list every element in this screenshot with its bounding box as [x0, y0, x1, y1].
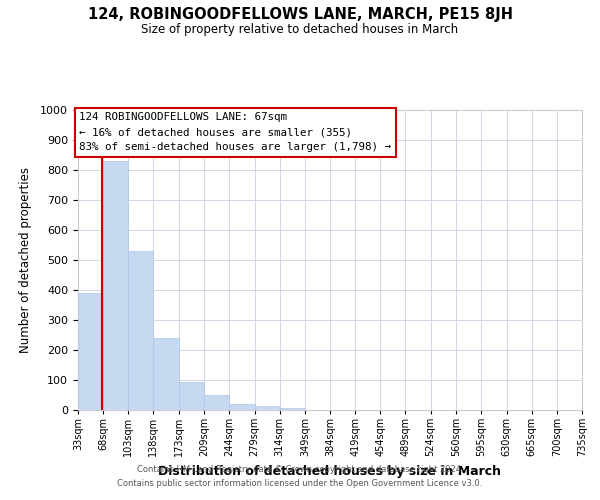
- Bar: [229, 404, 254, 410]
- Bar: [128, 251, 154, 410]
- Text: Contains HM Land Registry data © Crown copyright and database right 2024.
Contai: Contains HM Land Registry data © Crown c…: [118, 466, 482, 487]
- Text: 124, ROBINGOODFELLOWS LANE, MARCH, PE15 8JH: 124, ROBINGOODFELLOWS LANE, MARCH, PE15 …: [88, 8, 512, 22]
- X-axis label: Distribution of detached houses by size in March: Distribution of detached houses by size …: [158, 464, 502, 477]
- Y-axis label: Number of detached properties: Number of detached properties: [19, 167, 32, 353]
- Bar: [78, 293, 103, 410]
- Bar: [280, 408, 305, 410]
- Bar: [154, 338, 179, 410]
- Bar: [103, 161, 128, 410]
- Text: 124 ROBINGOODFELLOWS LANE: 67sqm
← 16% of detached houses are smaller (355)
83% : 124 ROBINGOODFELLOWS LANE: 67sqm ← 16% o…: [79, 112, 391, 152]
- Text: Size of property relative to detached houses in March: Size of property relative to detached ho…: [142, 22, 458, 36]
- Bar: [254, 406, 280, 410]
- Bar: [179, 382, 205, 410]
- Bar: [205, 395, 229, 410]
